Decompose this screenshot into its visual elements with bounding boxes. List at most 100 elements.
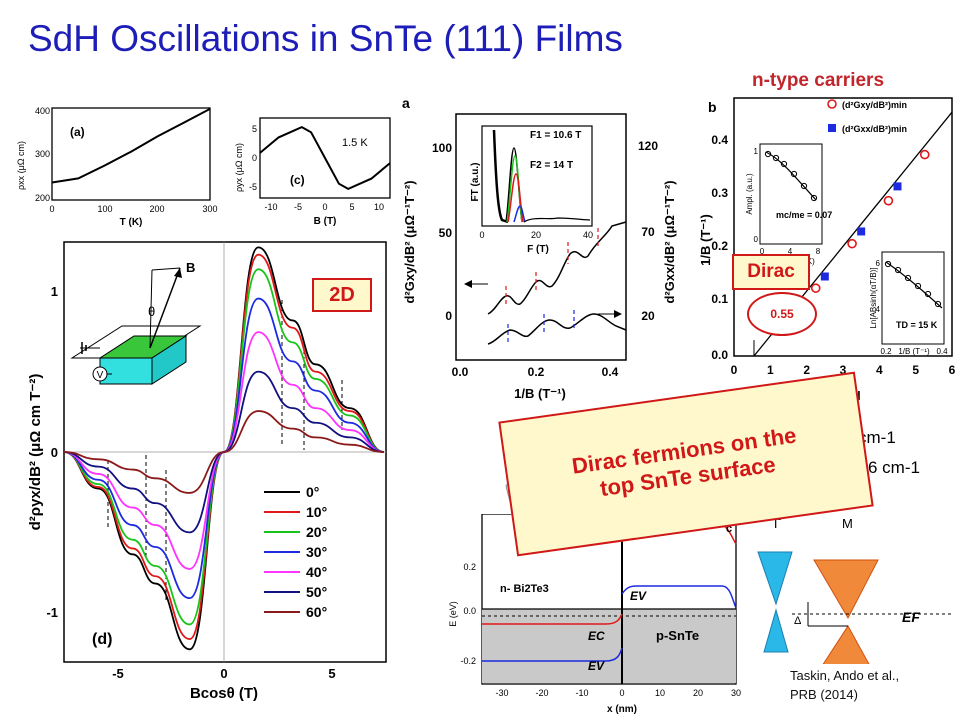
rhoxx-curve [51, 108, 211, 184]
band-ec-label: EC [588, 629, 605, 643]
panel-b-letter: b [708, 99, 717, 115]
band-ytick: 0.2 [463, 562, 476, 572]
inset2-ylabel: Ln[ABsinh(αT/B)] [869, 267, 878, 328]
sdh-left-ytick: 100 [432, 141, 452, 155]
ef-label: EF [902, 609, 920, 625]
label-2d: 2D [312, 278, 372, 312]
panel-c-letter: (c) [290, 173, 305, 187]
legend-label: 20° [306, 524, 327, 540]
gxy-point [883, 195, 894, 206]
panel-c-xtick: 0 [322, 202, 327, 212]
label-dirac: Dirac [732, 254, 810, 290]
band-ytick: -0.2 [460, 656, 476, 666]
panel-b-ytick: 0.0 [711, 348, 728, 362]
sdh-right-ytick: 120 [638, 139, 658, 153]
sdh-left-ytick: 50 [439, 226, 453, 240]
rhoyx-curve [259, 125, 391, 191]
inset1-xtick: 4 [788, 247, 793, 256]
panel-b-xtick: 5 [912, 363, 919, 377]
inset1-ytick: 1 [754, 147, 759, 156]
legend-gxx: (d²Gxx/dB²)min [842, 124, 907, 134]
sdh-xlabel: 1/B (T⁻¹) [514, 386, 566, 401]
inset2-xtick: 0.2 [880, 347, 892, 356]
inset-v-label: V [97, 370, 104, 381]
panel-a-xtick: 0 [49, 204, 54, 214]
inset1-xtick: 0 [760, 247, 765, 256]
panel-d-ylabel: d²ρyx/dB² (μΩ cm T⁻²) [27, 374, 44, 531]
panel-b-xtick: 0 [731, 363, 738, 377]
legend-marker-gxx [828, 124, 836, 132]
panel-a-xtick: 100 [97, 204, 112, 214]
panel-a-ytick: 400 [35, 106, 50, 116]
band-diagram: n- Bi2Te3 p-SnTe EC EV EV c 0.2 0.0 -0.2… [448, 514, 741, 715]
delta-label: Δ [794, 615, 802, 627]
inset2-ytick: 4 [876, 305, 881, 314]
legend-label: 40° [306, 564, 327, 580]
panel-c-ylabel: ρyx (μΩ cm) [234, 143, 244, 192]
gxy-point [810, 283, 821, 293]
panel-d-xlabel: Bcosθ (T) [190, 685, 258, 702]
slide-title: SdH Oscillations in SnTe (111) Films [28, 18, 623, 59]
ft-xlabel: F (T) [527, 244, 549, 255]
panel-a-rhoxx-chart: (a) 400 300 200 0 100 200 300 T (K) ρxx … [16, 106, 218, 228]
text-fragment: 6 cm-1 [868, 458, 920, 477]
panel-b-xtick: 4 [876, 363, 883, 377]
band-xlabel: x (nm) [607, 704, 637, 715]
ft-xtick: 40 [583, 230, 593, 240]
panel-d-ytick: 0 [51, 445, 58, 460]
panel-a-ytick: 200 [35, 193, 50, 203]
panel-sdh-chart: a F1 = 10.6 T F2 = 14 T 0 20 40 F (T) FT… [402, 95, 677, 401]
panel-c-xtick: 10 [374, 202, 384, 212]
panel-c-xtick: -5 [294, 202, 302, 212]
legend-label: 10° [306, 504, 327, 520]
panel-b-ytick: 0.3 [711, 186, 728, 200]
panel-b-xtick: 1 [767, 363, 774, 377]
gxy-point [847, 238, 857, 249]
panel-c-ytick: -5 [249, 182, 257, 192]
panel-b-xtick: 2 [803, 363, 810, 377]
gxx-point [820, 272, 829, 281]
td-label: TD = 15 K [896, 320, 938, 330]
panel-c-temp: 1.5 K [342, 137, 368, 149]
panel-a-xlabel: T (K) [120, 217, 143, 228]
panel-a-xtick: 300 [202, 204, 217, 214]
gxy-point [919, 149, 930, 160]
gxx-point [893, 182, 902, 191]
gxy-curve [487, 221, 627, 315]
panel-c-ytick: 0 [252, 153, 257, 163]
intercept-oval: 0.55 [747, 292, 817, 336]
panel-d-letter: (d) [92, 631, 112, 648]
panel-d-xtick: 5 [328, 666, 335, 681]
panel-d-ytick: 1 [51, 284, 58, 299]
panel-a-ytick: 300 [35, 149, 50, 159]
inset2-ytick: 6 [876, 259, 881, 268]
panel-b-xtick: 3 [840, 363, 847, 377]
gxx-point [857, 227, 866, 236]
panel-d-ytick: -1 [46, 605, 58, 620]
sdh-left-ytick: 0 [445, 309, 452, 323]
citation-line-1: Taskin, Ando et al., [790, 668, 900, 683]
panel-b-ytick: 0.2 [711, 239, 728, 253]
panel-c-rhoyx-chart: (c) 1.5 K 5 0 -5 -10 -5 0 5 10 B (T) ρyx… [234, 117, 391, 227]
legend-label: 50° [306, 584, 327, 600]
sdh-xtick: 0.0 [452, 365, 469, 379]
gamma-label: Γ [774, 516, 781, 531]
inset1-ylabel: Ampl. (a.u.) [745, 173, 754, 215]
angle-curve-6 [63, 410, 385, 494]
panel-c-ytick: 5 [252, 124, 257, 134]
band-xtick: 30 [731, 688, 741, 698]
text-fragment: cm-1 [858, 428, 896, 447]
band-ylabel: E (eV) [448, 601, 458, 627]
sdh-right-ytick: 20 [641, 309, 655, 323]
dirac-cones-sketch: Γ M Δ EF [757, 516, 952, 664]
band-ev-label: EV [588, 659, 605, 673]
inset1-xtick: 8 [816, 247, 821, 256]
legend-marker-gxy [827, 99, 837, 109]
inset-b-label: B [186, 260, 195, 275]
panel-c-xtick: 5 [349, 202, 354, 212]
band-xtick: 20 [693, 688, 703, 698]
m-label: M [842, 516, 853, 531]
ft-f1-label: F1 = 10.6 T [530, 130, 581, 141]
legend-gxy: (d²Gxy/dB²)min [842, 100, 907, 110]
band-right-material: p-SnTe [656, 628, 699, 643]
